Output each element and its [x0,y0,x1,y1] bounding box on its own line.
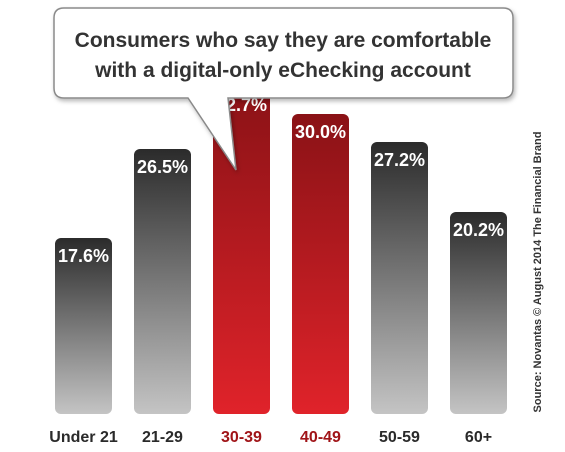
source-note: Source: Novantas © August 2014 The Finan… [532,132,544,413]
bar-60- [450,212,507,414]
bar-21-29 [134,149,191,414]
category-label: 60+ [465,429,492,446]
bar-50-59 [371,142,428,414]
category-label: 30-39 [221,429,262,446]
bar-value-label: 17.6% [58,246,109,266]
bar-value-label: 27.2% [374,150,425,170]
category-label: Under 21 [49,429,118,446]
bar-under-21 [55,238,112,414]
category-label: 50-59 [379,429,420,446]
category-label: 40-49 [300,429,341,446]
bar-40-49 [292,114,349,414]
bar-30-39 [213,87,270,414]
bar-value-label: 26.5% [137,157,188,177]
bar-value-label: 30.0% [295,122,346,142]
chart-title-line-1: Consumers who say they are comfortable [75,29,492,52]
bar-value-label: 20.2% [453,220,504,240]
chart-title-line-2: with a digital-only eChecking account [94,59,471,82]
category-label: 21-29 [142,429,183,446]
title-callout: Consumers who say they are comfortable w… [53,7,514,171]
callout-bubble [53,7,514,171]
bars-group: 17.6%Under 2126.5%21-2932.7%30-3930.0%40… [49,87,507,446]
